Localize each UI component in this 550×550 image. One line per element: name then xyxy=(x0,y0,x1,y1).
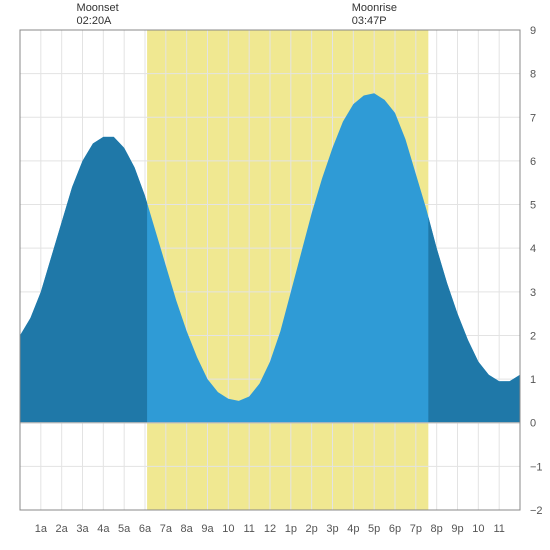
y-tick-label: 4 xyxy=(530,243,536,255)
x-tick-label: 1p xyxy=(285,523,297,535)
y-tick-label: −1 xyxy=(530,461,543,473)
x-tick-label: 12 xyxy=(264,523,276,535)
x-tick-label: 2p xyxy=(306,523,318,535)
chart-svg: −2−101234567891a2a3a4a5a6a7a8a9a1011121p… xyxy=(0,0,550,550)
y-tick-label: 7 xyxy=(530,112,536,124)
x-tick-label: 9p xyxy=(451,523,463,535)
y-tick-label: 0 xyxy=(530,418,536,430)
y-tick-label: 3 xyxy=(530,287,536,299)
x-tick-label: 6p xyxy=(389,523,401,535)
x-tick-label: 7a xyxy=(160,523,173,535)
x-tick-label: 5a xyxy=(118,523,131,535)
y-tick-label: 2 xyxy=(530,330,536,342)
x-tick-label: 4p xyxy=(347,523,359,535)
x-tick-label: 3a xyxy=(76,523,89,535)
x-tick-label: 3p xyxy=(326,523,338,535)
x-tick-label: 8p xyxy=(431,523,443,535)
x-tick-label: 10 xyxy=(472,523,484,535)
y-tick-label: 9 xyxy=(530,25,536,37)
y-tick-label: 5 xyxy=(530,200,536,212)
y-tick-label: 6 xyxy=(530,156,536,168)
x-tick-label: 11 xyxy=(493,523,504,535)
tide-chart: Moonset 02:20A Moonrise 03:47P −2−101234… xyxy=(0,0,550,550)
x-tick-label: 4a xyxy=(97,523,110,535)
x-tick-label: 2a xyxy=(56,523,69,535)
y-tick-label: 8 xyxy=(530,69,536,81)
x-tick-label: 6a xyxy=(139,523,152,535)
y-tick-label: −2 xyxy=(530,505,543,517)
y-tick-label: 1 xyxy=(530,374,536,386)
x-tick-label: 8a xyxy=(181,523,194,535)
x-tick-label: 9a xyxy=(201,523,214,535)
x-tick-label: 1a xyxy=(35,523,48,535)
x-tick-label: 11 xyxy=(243,523,254,535)
x-tick-label: 10 xyxy=(222,523,234,535)
x-tick-label: 5p xyxy=(368,523,380,535)
x-tick-label: 7p xyxy=(410,523,422,535)
